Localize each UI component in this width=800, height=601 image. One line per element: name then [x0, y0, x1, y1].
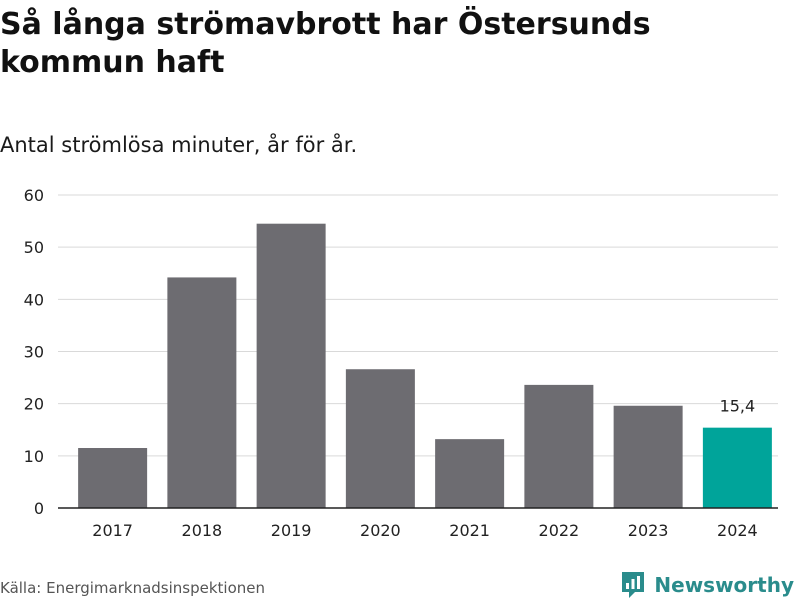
x-tick-label: 2018: [182, 521, 223, 540]
y-tick-label: 20: [24, 395, 44, 414]
y-tick-label: 30: [24, 343, 44, 362]
bar-2017: [78, 448, 148, 508]
bar-2022: [524, 384, 594, 508]
bar-2019: [256, 223, 326, 509]
chart-subtitle: Antal strömlösa minuter, år för år.: [0, 133, 358, 157]
bar-2024: [702, 427, 772, 508]
source-note: Källa: Energimarknadsinspektionen: [0, 579, 266, 597]
brand-name: Newsworthy: [654, 573, 794, 597]
x-tick-label: 2020: [360, 521, 401, 540]
newsworthy-logo-icon: [622, 572, 645, 598]
bar-2018: [167, 277, 237, 508]
y-tick-label: 50: [24, 238, 44, 257]
x-tick-label: 2017: [92, 521, 133, 540]
x-tick-label: 2019: [271, 521, 312, 540]
chart-title: Så långa strömavbrott har Östersunds kom…: [0, 7, 651, 80]
bar-2021: [435, 439, 505, 508]
bar-2020: [345, 369, 415, 508]
data-label: 15,4: [720, 397, 756, 416]
x-tick-label: 2021: [449, 521, 490, 540]
y-tick-label: 40: [24, 290, 44, 309]
y-tick-label: 0: [34, 499, 44, 518]
x-tick-label: 2024: [717, 521, 758, 540]
bar-chart: 0 10 20 30 40 50 60 2017 2018 2019 2020 2021 2022 202…: [24, 186, 778, 540]
x-tick-label: 2023: [628, 521, 669, 540]
bar-2023: [613, 405, 683, 508]
y-tick-label: 10: [24, 447, 44, 466]
y-tick-label: 60: [24, 186, 44, 205]
x-tick-label: 2022: [539, 521, 580, 540]
brand-logo[interactable]: Newsworthy: [620, 569, 794, 601]
